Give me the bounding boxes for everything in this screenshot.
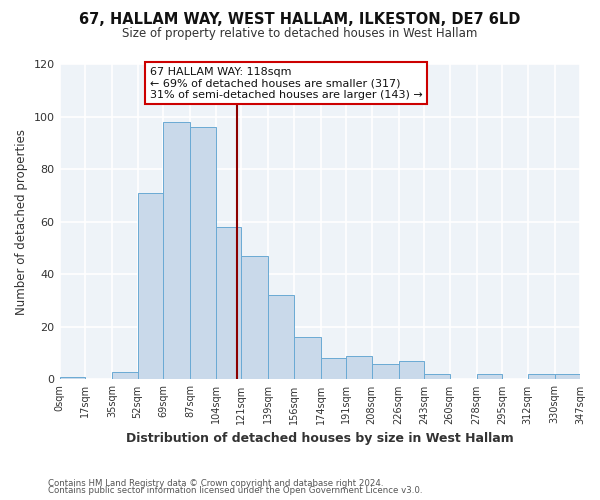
Bar [476, 374, 502, 380]
Bar [268, 296, 293, 380]
Bar [320, 358, 346, 380]
Bar [137, 193, 163, 380]
Bar [346, 356, 371, 380]
Bar [241, 256, 268, 380]
Bar [293, 338, 320, 380]
Bar [190, 127, 215, 380]
X-axis label: Distribution of detached houses by size in West Hallam: Distribution of detached houses by size … [126, 432, 514, 445]
Bar [554, 374, 580, 380]
Bar [112, 372, 137, 380]
Text: Size of property relative to detached houses in West Hallam: Size of property relative to detached ho… [122, 28, 478, 40]
Text: Contains HM Land Registry data © Crown copyright and database right 2024.: Contains HM Land Registry data © Crown c… [48, 478, 383, 488]
Text: Contains public sector information licensed under the Open Government Licence v3: Contains public sector information licen… [48, 486, 422, 495]
Text: 67 HALLAM WAY: 118sqm
← 69% of detached houses are smaller (317)
31% of semi-det: 67 HALLAM WAY: 118sqm ← 69% of detached … [149, 66, 422, 100]
Bar [398, 361, 424, 380]
Bar [215, 227, 241, 380]
Bar [163, 122, 190, 380]
Bar [59, 377, 85, 380]
Bar [371, 364, 398, 380]
Bar [424, 374, 449, 380]
Text: 67, HALLAM WAY, WEST HALLAM, ILKESTON, DE7 6LD: 67, HALLAM WAY, WEST HALLAM, ILKESTON, D… [79, 12, 521, 28]
Y-axis label: Number of detached properties: Number of detached properties [15, 128, 28, 314]
Bar [527, 374, 554, 380]
